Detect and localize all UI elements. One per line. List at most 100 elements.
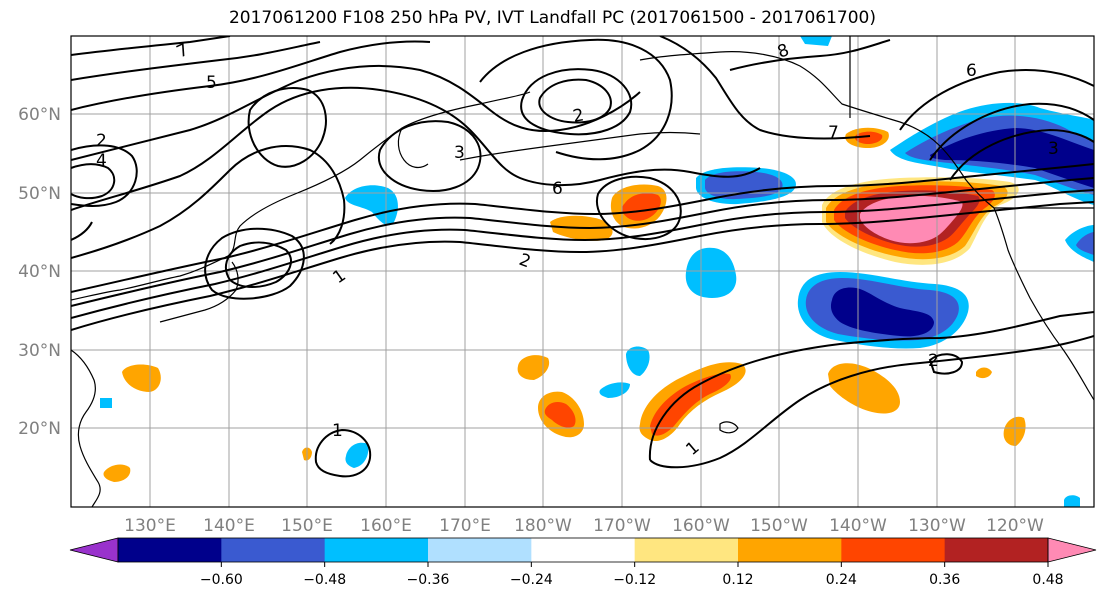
contour-label: 6 (552, 179, 563, 199)
colorbar-bin (324, 538, 429, 562)
shade-region (930, 128, 1094, 188)
contour-line (71, 40, 431, 111)
contour-line (377, 120, 482, 192)
shade-region (621, 193, 661, 221)
contour-line (71, 145, 346, 259)
contour-line (538, 78, 612, 124)
colorbar-bin (944, 538, 1049, 562)
coastline-northamerica (993, 207, 1094, 401)
contour-line (648, 311, 1094, 461)
contour-line (928, 353, 964, 375)
coastline-alaska (639, 51, 995, 209)
colorbar-bin (841, 538, 946, 562)
x-axis-ticks: 130°E 140°E 150°E 160°E 170°E 180°W 170°… (124, 516, 1044, 536)
contour-line (71, 144, 138, 207)
pv-contours (71, 36, 1094, 478)
colorbar-bin (221, 538, 326, 562)
x-tick-label: 130°W (908, 516, 966, 536)
contour-line (649, 335, 1094, 469)
colorbar-tick-label: 0.36 (929, 572, 960, 588)
colorbar-tick-label: −0.12 (613, 572, 656, 588)
coastline-kamchatka (397, 127, 429, 169)
x-tick-label: 170°W (593, 516, 651, 536)
colorbar-bin (428, 538, 532, 562)
contour-line (899, 69, 1094, 131)
contour-label: 4 (96, 151, 107, 171)
contour-line (729, 39, 891, 71)
colorbar-border (117, 537, 1049, 563)
contour-line (71, 64, 641, 161)
shade-region (705, 171, 783, 200)
coastlines (71, 36, 1094, 507)
y-tick-label: 50°N (18, 184, 61, 204)
colorbar-tick-label: −0.48 (303, 572, 346, 588)
x-tick-label: 120°W (986, 516, 1044, 536)
shade-region (800, 36, 832, 46)
contour-line (520, 68, 633, 136)
y-tick-label: 30°N (18, 341, 61, 361)
shade-region (1076, 232, 1094, 255)
contour-line (949, 128, 1094, 181)
colorbar-bin (634, 538, 739, 562)
contour-line (71, 177, 1094, 307)
contour-line (71, 163, 1094, 293)
contour-line (224, 241, 292, 288)
colorbar-tick-label: −0.24 (510, 572, 553, 588)
contour-line (71, 41, 321, 81)
contour-line (71, 36, 231, 56)
shade-region (122, 364, 161, 392)
x-tick-label: 160°E (360, 516, 412, 536)
colorbar-tick-label: −0.36 (407, 572, 450, 588)
shade-region (544, 402, 576, 428)
x-tick-label: 130°E (124, 516, 176, 536)
y-axis-ticks: 60°N 50°N 40°N 30°N 20°N (18, 105, 61, 439)
x-tick-label: 150°E (281, 516, 333, 536)
contour-line (929, 102, 1094, 161)
shade-region (1064, 495, 1080, 507)
shade-region (685, 247, 737, 298)
x-tick-label: 180°W (514, 516, 572, 536)
contour-label: 7 (828, 123, 839, 143)
y-tick-label: 20°N (18, 419, 61, 439)
coastline-hawaii (719, 421, 739, 434)
contour-line (314, 428, 372, 478)
colorbar-bin (738, 538, 842, 562)
shade-region (345, 185, 398, 226)
coastline-china (71, 349, 101, 507)
x-tick-label: 150°W (750, 516, 808, 536)
coastline-japan (159, 261, 239, 323)
chart-title: 2017061200 F108 250 hPa PV, IVT Landfall… (228, 8, 876, 28)
contour-line (71, 86, 761, 211)
colorbar-bin (118, 538, 222, 562)
x-tick-label: 140°W (829, 516, 887, 536)
colorbar-tick-label: −0.60 (200, 572, 243, 588)
shade-region (854, 131, 883, 144)
contour-line (479, 38, 673, 161)
shade-region (830, 287, 934, 337)
coastline-aleutians (459, 131, 701, 161)
contour-line (71, 163, 116, 200)
shade-region (100, 398, 112, 408)
contour-label: 2 (928, 351, 939, 371)
contour-label: 2 (571, 105, 585, 127)
x-tick-label: 170°E (439, 516, 491, 536)
map-frame (70, 35, 1095, 508)
coastline-asia (71, 91, 531, 301)
contour-label: 1 (332, 421, 343, 441)
map-panel: 1 1 2 2 2 3 3 4 5 6 6 7 7 8 1 2 (71, 36, 1094, 507)
shade-region (650, 373, 731, 436)
contour-line (71, 221, 93, 241)
colorbar-tick-label: 0.48 (1032, 572, 1063, 588)
colorbar-extend-low (69, 537, 119, 563)
contour-label: 2 (96, 131, 107, 151)
colorbar-extend-high (1047, 537, 1097, 563)
colorbar-tick-label: 0.12 (722, 572, 753, 588)
colorbar: −0.60 −0.48 −0.36 −0.24 −0.12 0.12 0.24 0.36 0.4… (69, 537, 1097, 588)
contour-label: 5 (206, 73, 217, 93)
shade-region (345, 442, 369, 468)
contour-label: 3 (1048, 139, 1059, 159)
colorbar-tick-label: 0.24 (826, 572, 857, 588)
shade-region (517, 355, 550, 380)
contour-line (71, 189, 1094, 319)
